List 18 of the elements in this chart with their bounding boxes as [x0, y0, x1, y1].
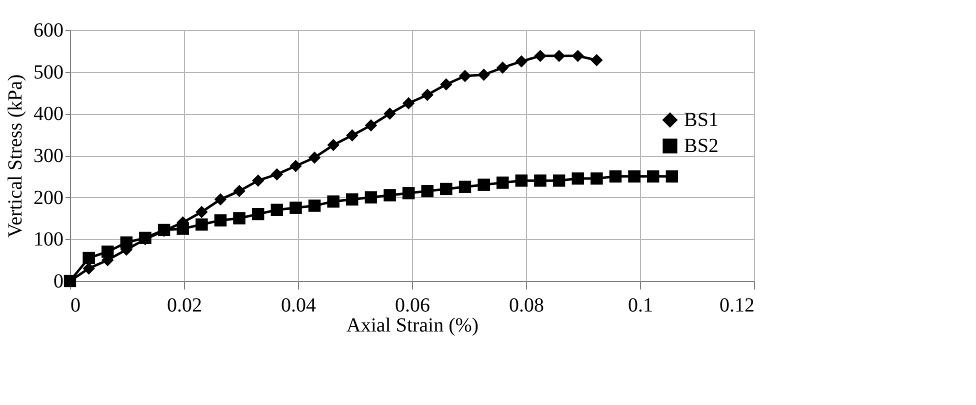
y-tick-label: 0 — [54, 270, 64, 292]
y-axis-title: Vertical Stress (kPa) — [4, 74, 26, 238]
legend-label: BS1 — [684, 109, 718, 131]
y-tick-label: 200 — [34, 186, 64, 209]
x-tick-label: 0.06 — [395, 294, 430, 316]
x-tick-label: 0.12 — [720, 294, 754, 316]
y-tick-label: 300 — [34, 145, 64, 167]
x-tick-label: 0.02 — [167, 294, 202, 316]
legend-label: BS2 — [684, 135, 718, 157]
x-tick-label: 0.04 — [281, 294, 316, 316]
y-tick-label: 500 — [34, 61, 64, 84]
x-tick-label: 0 — [70, 294, 80, 316]
x-tick-label: 0.1 — [628, 294, 653, 316]
x-tick-label: 0.08 — [509, 294, 544, 316]
y-tick-label: 400 — [34, 103, 64, 126]
y-tick-label: 600 — [34, 20, 64, 42]
y-tick-label: 100 — [34, 228, 64, 251]
x-axis-title: Axial Strain (%) — [346, 314, 479, 336]
